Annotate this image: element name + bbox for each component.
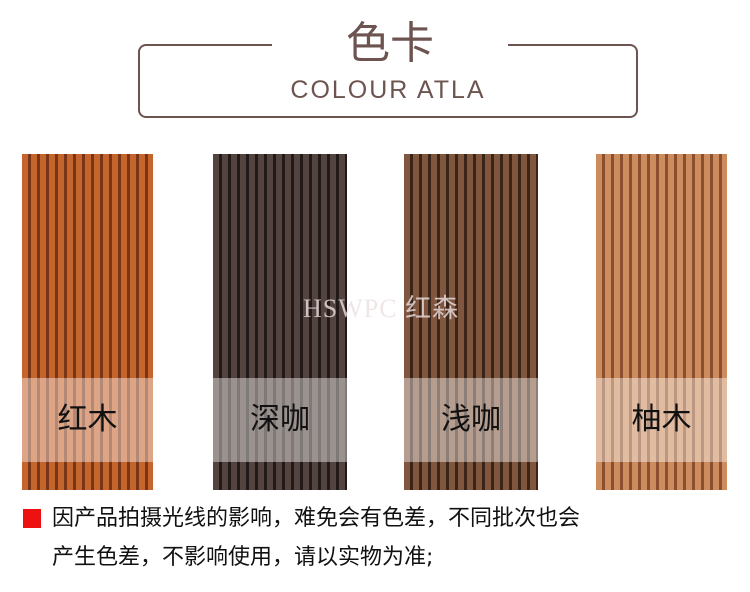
label-band [404,378,538,462]
swatch-hongmu: 红木 [22,154,153,490]
bullet-square [23,509,41,528]
swatch-youmu: 柚木 [596,154,727,490]
label-band [213,378,347,462]
page-subtitle: COLOUR ATLA [290,76,486,104]
swatch-label: 柚木 [631,402,692,437]
notice-line-2: 产生色差，不影响使用，请以实物为准; [52,545,434,570]
watermark-logo: HSWPC 红森 [303,294,460,323]
swatch-label: 浅咖 [441,402,501,437]
label-band [22,378,153,462]
page-title: 色卡 [346,18,434,69]
swatch-label: 深咖 [250,402,310,437]
frame-gap [272,38,508,52]
swatch-qianka: 浅咖 [404,154,538,490]
swatch-label: 红木 [57,402,118,437]
notice-line-1: 因产品拍摄光线的影响，难免会有色差，不同批次也会 [52,506,581,531]
label-band [596,378,727,462]
swatch-shenka: 深咖 [213,154,347,490]
